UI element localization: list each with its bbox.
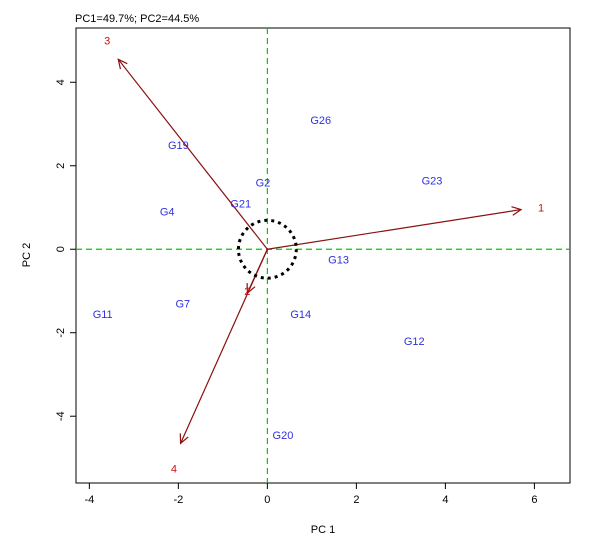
genotype-label-G13: G13 [328,255,349,267]
x-axis-title: PC 1 [311,524,335,536]
genotype-label-G23: G23 [422,175,443,187]
x-tick-label: -2 [173,494,183,506]
genotype-labels: G26 G19 G23 G2 G4 G21 G13 G7 G11 G14 G12 G20 [93,115,443,442]
environment-arrowhead-1 [511,206,523,216]
x-tick-label: -4 [84,494,94,506]
y-axis-ticks: 4 2 0 -2 -4 [55,79,76,421]
x-axis-ticks: -4 -2 0 2 4 6 [84,483,537,506]
variance-explained-text: PC1=49.7%; PC2=44.5% [75,13,199,25]
environment-vectors [117,58,523,445]
x-tick-label: 4 [442,494,448,506]
environment-label-4: 4 [171,463,177,475]
y-tick-label: 2 [55,163,67,169]
genotype-label-G21: G21 [230,198,251,210]
genotype-label-G11: G11 [93,309,113,321]
y-tick-label: 4 [55,79,67,85]
environment-labels: 1 3 2 4 [104,36,544,476]
genotype-label-G7: G7 [175,299,190,311]
environment-arrowhead-4 [179,433,189,445]
x-tick-label: 6 [531,494,537,506]
genotype-label-G19: G19 [168,140,189,152]
environment-vector-1 [267,208,522,250]
environment-label-1: 1 [538,202,544,214]
environment-arrowhead-3 [117,58,128,70]
average-environment-circle [236,218,298,280]
environment-label-2: 2 [244,286,250,298]
y-tick-label: -2 [55,328,67,338]
genotype-label-G12: G12 [404,336,425,348]
y-tick-label: 0 [55,246,67,252]
environment-label-3: 3 [104,36,110,48]
genotype-label-G14: G14 [290,309,311,321]
x-tick-label: 0 [264,494,270,506]
environment-vector-3 [117,58,268,250]
environment-vector-4 [180,248,268,444]
genotype-label-G4: G4 [160,207,175,219]
y-axis-title: PC 2 [21,243,33,267]
x-tick-label: 2 [353,494,359,506]
plot-frame [75,27,571,484]
genotype-label-G2: G2 [256,177,271,189]
genotype-label-G26: G26 [310,115,331,127]
genotype-label-G20: G20 [273,430,294,442]
y-tick-label: -4 [55,411,67,421]
